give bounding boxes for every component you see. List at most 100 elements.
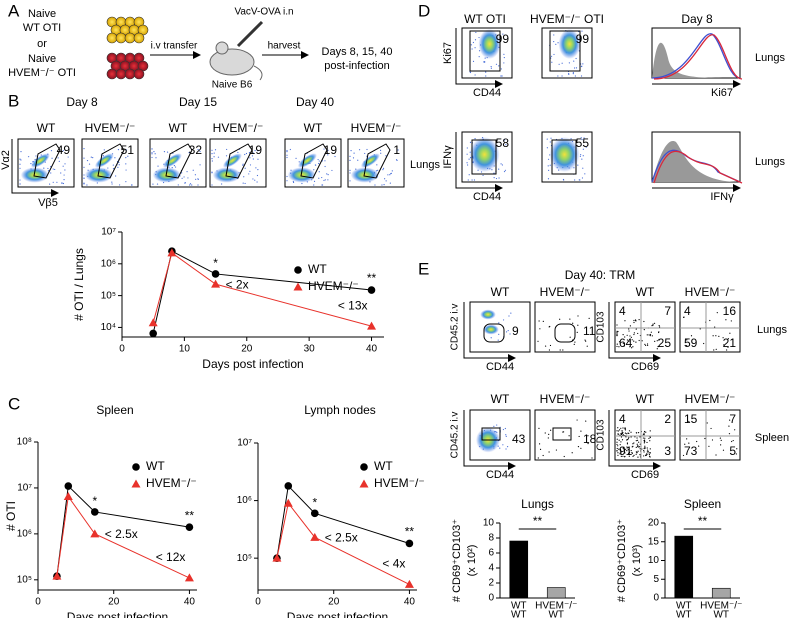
event [713, 349, 715, 351]
axis-arrow [608, 302, 661, 362]
group-label: WT [636, 392, 655, 406]
quadrant-value: 5 [729, 444, 736, 458]
y-axis-label: # CD69⁺CD103⁺ [616, 519, 628, 602]
event [490, 67, 492, 69]
event [682, 316, 685, 318]
event [380, 152, 382, 154]
event [548, 433, 550, 435]
event [622, 427, 624, 429]
event [719, 437, 721, 439]
event [125, 157, 127, 159]
gate-value: 49 [57, 143, 71, 157]
event [580, 154, 582, 156]
event [502, 319, 505, 321]
gate [549, 30, 581, 72]
day-label: Day 40 [296, 95, 334, 109]
event [550, 55, 553, 57]
event [249, 157, 251, 159]
axis-label: CD69 [631, 361, 659, 373]
event [624, 429, 627, 431]
event [619, 448, 622, 451]
event [90, 156, 92, 158]
event [64, 169, 66, 171]
density [480, 309, 496, 320]
event [503, 53, 505, 55]
event [585, 420, 587, 422]
event [155, 157, 157, 159]
event [242, 164, 244, 166]
event [656, 340, 658, 342]
event [327, 174, 329, 176]
event [720, 439, 722, 441]
event [313, 180, 316, 182]
event [575, 57, 577, 60]
event [727, 346, 729, 348]
axis-label: Vα2 [0, 150, 12, 170]
event [648, 453, 650, 456]
event [622, 455, 624, 457]
event [732, 439, 734, 442]
panel-title: Day 40: TRM [565, 268, 635, 282]
event [616, 324, 618, 326]
event [616, 443, 618, 446]
event [569, 318, 571, 320]
event [324, 165, 326, 168]
event [83, 157, 85, 159]
event [83, 174, 85, 176]
event [706, 422, 708, 424]
event [616, 449, 618, 452]
event [472, 41, 475, 44]
bar [674, 535, 694, 599]
schematic-text: Naive B6 [212, 80, 253, 91]
event [318, 162, 320, 165]
event [237, 151, 239, 154]
event [716, 312, 718, 314]
quadrant-value: 21 [723, 336, 737, 350]
event [651, 325, 653, 327]
event [507, 329, 509, 332]
event [731, 338, 733, 341]
schematic-text: Naive [28, 8, 56, 20]
tissue-label: Lungs [755, 156, 785, 168]
x-axis-label: Days post infection [287, 610, 388, 618]
event [321, 176, 323, 179]
event [548, 451, 550, 453]
y-axis-unit: (x 10²) [466, 545, 478, 577]
event [686, 345, 688, 347]
event [498, 322, 500, 324]
event [500, 68, 502, 70]
gate [554, 323, 576, 343]
group-label: WT [636, 285, 655, 299]
event [710, 427, 712, 430]
event [632, 445, 634, 447]
event [19, 183, 21, 185]
event [635, 446, 637, 448]
event [616, 333, 618, 335]
event [495, 177, 498, 180]
event [327, 154, 329, 156]
legend-marker [360, 463, 368, 471]
event [580, 137, 582, 139]
point [184, 573, 194, 582]
event [506, 446, 509, 448]
event [56, 181, 58, 183]
event [548, 349, 551, 351]
event [633, 319, 635, 322]
event [501, 75, 503, 77]
event [381, 184, 383, 186]
event [191, 184, 193, 186]
axis-label: CD44 [486, 469, 514, 481]
event [628, 328, 630, 330]
event [617, 427, 619, 429]
event [318, 160, 320, 162]
y-axis-unit: (x 10³) [631, 545, 643, 577]
histogram-control [652, 42, 740, 78]
subcategory-label: WT [676, 610, 692, 618]
event [709, 319, 711, 322]
point [90, 508, 99, 516]
event [504, 169, 507, 171]
event [720, 444, 722, 446]
event [67, 156, 69, 158]
event [313, 169, 315, 171]
